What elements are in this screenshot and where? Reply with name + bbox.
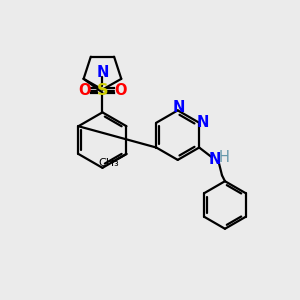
Text: N: N	[96, 65, 109, 80]
Text: N: N	[197, 115, 209, 130]
Text: N: N	[209, 152, 221, 167]
Text: CH₃: CH₃	[98, 158, 119, 168]
Text: O: O	[78, 83, 91, 98]
Text: N: N	[172, 100, 185, 115]
Text: H: H	[218, 150, 230, 165]
Text: O: O	[114, 83, 127, 98]
Text: S: S	[97, 83, 108, 98]
